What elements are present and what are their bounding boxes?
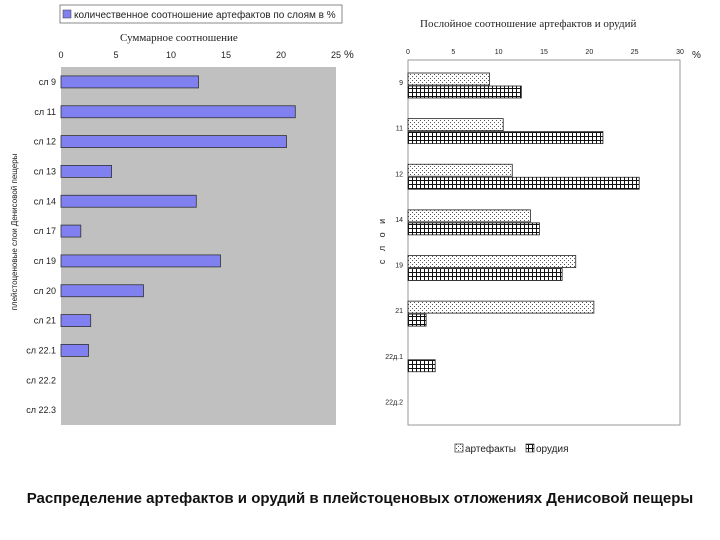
- summary-legend-box: [59, 4, 343, 24]
- summary-bar: [60, 75, 199, 89]
- summary-y-axis-label: плейстоценовые слои Денисовой пещеры: [10, 153, 19, 310]
- legend-tools-label: орудия: [536, 444, 569, 455]
- layer-category-label: 21: [395, 308, 403, 315]
- summary-bar: [60, 105, 296, 119]
- legend-tools-swatch: [525, 443, 535, 453]
- summary-chart-title: Суммарное соотношение: [120, 32, 238, 44]
- summary-bar: [60, 284, 144, 298]
- layer-bar-tools: [407, 131, 604, 145]
- layer-bar-artifacts: [407, 163, 513, 177]
- summary-category-label: сл 22.1: [26, 345, 56, 355]
- summary-bar: [60, 254, 221, 268]
- layer-bar-artifacts: [407, 300, 595, 314]
- layer-x-tick-label: 25: [631, 49, 639, 56]
- summary-x-tick-label: 25: [331, 50, 341, 60]
- summary-bar: [60, 224, 82, 238]
- layer-category-label: 19: [395, 263, 403, 270]
- summary-category-label: сл 22.3: [26, 405, 56, 415]
- layer-x-tick-label: 5: [451, 49, 455, 56]
- summary-x-tick-label: 0: [58, 50, 63, 60]
- layer-category-label: 22д.1: [385, 354, 403, 361]
- layer-x-tick-label: 10: [495, 49, 503, 56]
- layer-bar-tools: [407, 85, 522, 99]
- layer-x-tick-label: 15: [540, 49, 548, 56]
- layer-bar-tools: [407, 268, 563, 281]
- layer-bar-artifacts: [407, 209, 531, 223]
- layer-bar-tools: [407, 359, 436, 373]
- layer-y-axis-label: с л о и: [377, 216, 387, 264]
- summary-category-label: сл 21: [34, 316, 56, 326]
- summary-legend-label: количественное соотношение артефактов по…: [74, 9, 336, 21]
- layer-plot-area: [407, 59, 681, 426]
- layer-chart: Послойное соотношение артефактов и оруди…: [377, 18, 701, 455]
- summary-plot-area: [61, 67, 336, 425]
- layer-chart-title: Послойное соотношение артефактов и оруди…: [420, 18, 636, 30]
- summary-x-tick-label: 20: [276, 50, 286, 60]
- layer-x-tick-label: 0: [406, 49, 410, 56]
- summary-bar: [60, 135, 287, 148]
- layer-category-label: 9: [399, 80, 403, 87]
- summary-bar: [60, 344, 89, 357]
- summary-category-label: сл 17: [34, 226, 56, 236]
- layer-bar-tools: [407, 176, 640, 190]
- layer-bar-tools: [407, 222, 540, 236]
- summary-category-label: сл 22.2: [26, 375, 56, 385]
- summary-category-label: сл 19: [34, 256, 56, 266]
- summary-x-tick-label: 5: [113, 50, 118, 60]
- summary-category-label: сл 13: [34, 166, 56, 176]
- legend-artifacts-swatch: [454, 443, 464, 453]
- summary-category-label: сл 9: [39, 77, 56, 87]
- layer-bar-tools: [407, 313, 427, 327]
- layer-category-label: 14: [395, 217, 403, 224]
- layer-legend: артефакты орудия: [454, 443, 569, 455]
- summary-bar: [60, 194, 197, 208]
- summary-x-tick-label: 15: [221, 50, 231, 60]
- summary-unit-label: %: [344, 49, 354, 61]
- layer-unit-label: %: [692, 50, 701, 61]
- summary-category-label: сл 12: [34, 137, 56, 147]
- legend-artifacts-label: артефакты: [465, 443, 516, 455]
- summary-legend-swatch: [62, 9, 72, 19]
- summary-category-label: сл 11: [34, 107, 56, 117]
- summary-x-tick-label: 10: [166, 50, 176, 60]
- layer-x-tick-label: 20: [585, 49, 593, 56]
- layer-bar-artifacts: [407, 118, 504, 132]
- layer-x-tick-label: 30: [676, 49, 684, 56]
- layer-bar-artifacts: [407, 72, 490, 86]
- layer-category-label: 22д.2: [385, 399, 403, 406]
- summary-bar: [60, 165, 112, 178]
- layer-category-label: 12: [395, 171, 403, 178]
- summary-category-label: сл 14: [34, 196, 56, 206]
- layer-bar-artifacts: [407, 255, 577, 268]
- layer-category-label: 11: [396, 126, 403, 133]
- summary-category-label: сл 20: [34, 286, 56, 296]
- summary-bar: [60, 314, 92, 327]
- summary-chart: количественное соотношение артефактов по…: [10, 4, 354, 425]
- figure-caption: Распределение артефактов и орудий в плей…: [26, 490, 694, 507]
